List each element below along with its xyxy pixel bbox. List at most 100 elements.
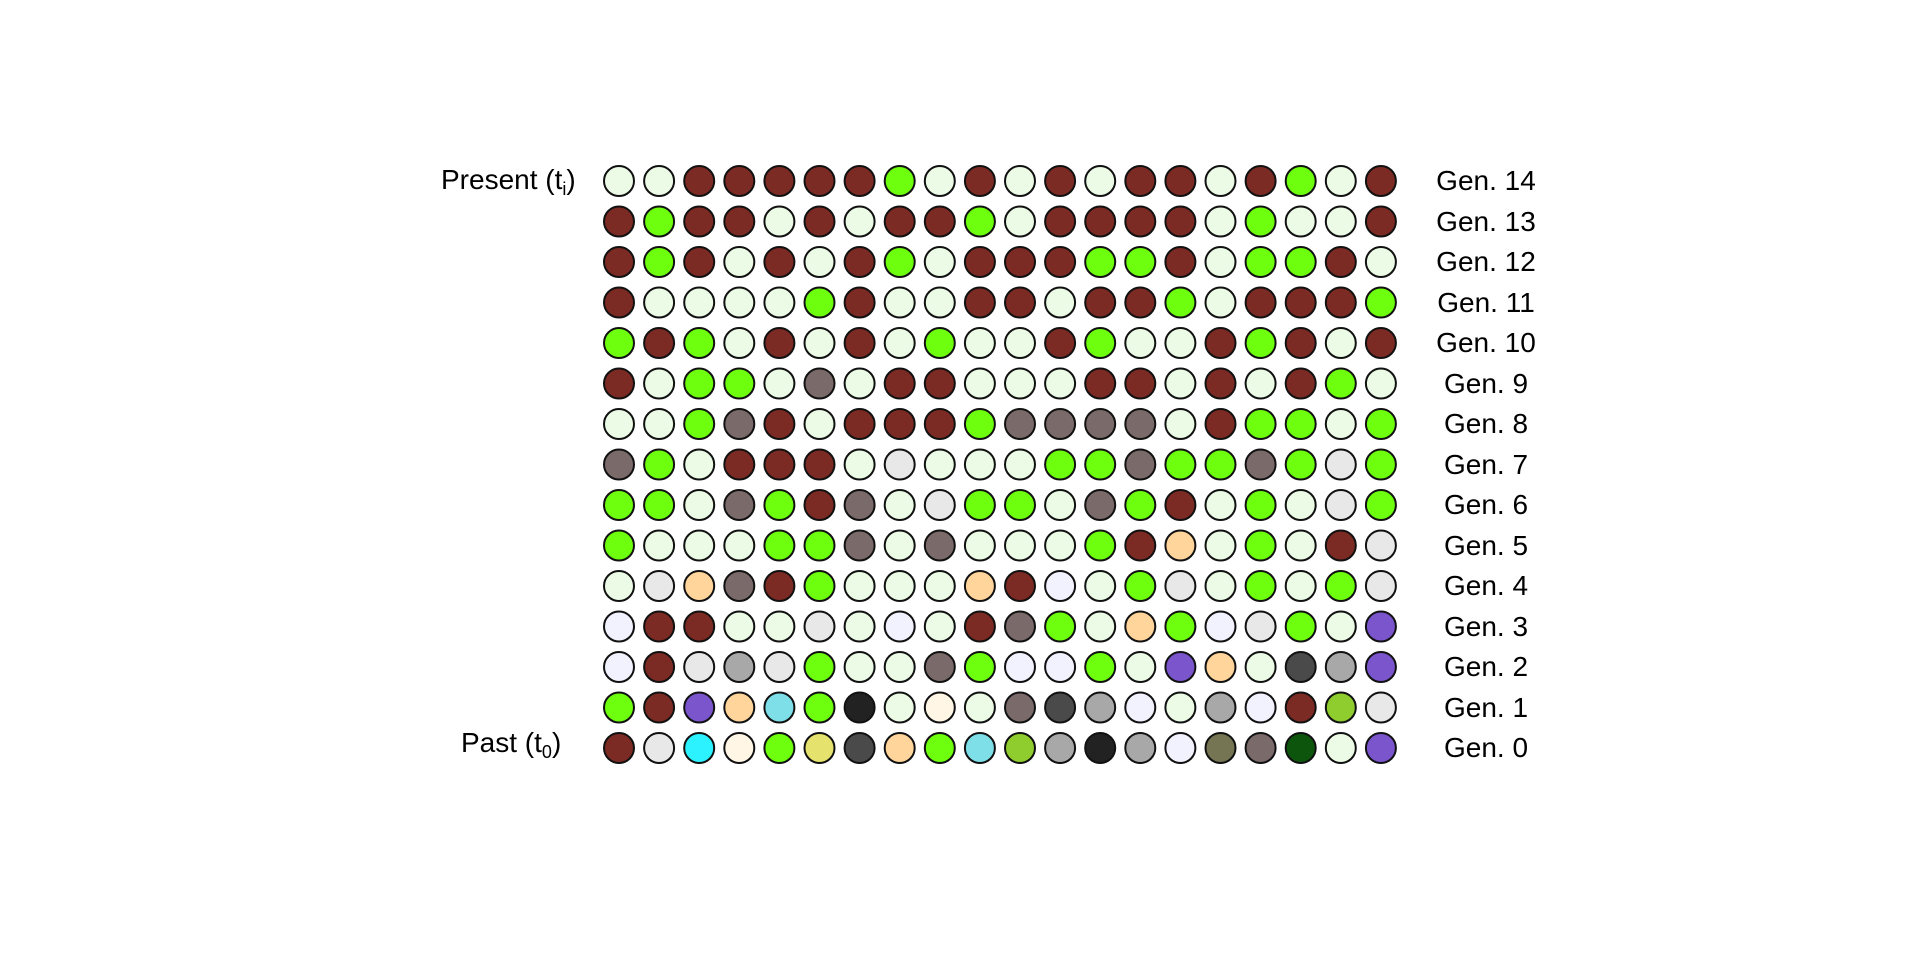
gen-12-cell-17	[1284, 651, 1317, 683]
gen-5-cell-14	[1164, 367, 1197, 400]
gen-0-cell-9	[963, 165, 996, 197]
gen-14-cell-11	[1044, 732, 1077, 764]
gen-5-cell-19	[1364, 367, 1397, 400]
generation-label: Gen. 0	[1443, 732, 1529, 763]
gen-9-cell-9	[963, 529, 996, 562]
gen-10-cell-16	[1244, 570, 1277, 602]
gen-5-cell-5	[803, 367, 836, 400]
gen-3-cell-9	[963, 286, 996, 319]
gen-0-cell-12	[1084, 165, 1117, 197]
gen-2-cell-8	[923, 246, 956, 278]
gen-2-cell-10	[1004, 246, 1036, 278]
gen-7-cell-6	[843, 448, 876, 481]
gen-4-cell-6	[843, 327, 876, 359]
gen-11-cell-2	[683, 610, 716, 643]
gen-11-cell-17	[1284, 610, 1317, 643]
gen-9-cell-6	[843, 529, 876, 562]
gen-9-cell-16	[1244, 529, 1277, 562]
generation-label: Gen. 1	[1443, 691, 1529, 723]
gen-8-cell-11	[1044, 489, 1077, 521]
gen-10-cell-9	[963, 570, 996, 602]
gen-8-cell-14	[1164, 489, 1197, 521]
gen-11-cell-10	[1004, 610, 1036, 643]
gen-7-cell-11	[1044, 448, 1077, 481]
gen-8-cell-1	[643, 489, 676, 521]
gen-7-cell-10	[1004, 448, 1036, 481]
gen-14-cell-16	[1244, 732, 1277, 764]
gen-13-cell-5	[803, 691, 836, 724]
gen-6-cell-0	[603, 408, 635, 440]
gen-6-cell-18	[1324, 408, 1357, 440]
gen-6-cell-17	[1284, 408, 1317, 440]
gen-3-cell-14	[1164, 286, 1197, 319]
gen-3-cell-11	[1044, 286, 1077, 319]
generation-label: Gen. 9	[1443, 367, 1529, 399]
gen-9-cell-17	[1284, 529, 1317, 562]
gen-9-cell-8	[923, 529, 956, 562]
gen-11-cell-5	[803, 610, 836, 643]
gen-2-cell-0	[603, 246, 635, 278]
gen-6-cell-4	[763, 408, 796, 440]
gen-1-cell-9	[963, 205, 996, 238]
gen-14-cell-4	[763, 732, 796, 764]
gen-0-cell-16	[1244, 165, 1277, 197]
gen-8-cell-3	[723, 489, 756, 521]
gen-1-cell-12	[1084, 205, 1117, 238]
gen-0-cell-4	[763, 165, 796, 197]
gen-2-cell-19	[1364, 246, 1397, 278]
gen-3-cell-2	[683, 286, 716, 319]
gen-5-cell-13	[1124, 367, 1157, 400]
gen-4-cell-3	[723, 327, 756, 359]
generation-label: Gen. 14	[1436, 165, 1536, 196]
gen-10-cell-14	[1164, 570, 1197, 602]
gen-0-cell-19	[1364, 165, 1397, 197]
gen-1-cell-11	[1044, 205, 1077, 238]
gen-4-cell-0	[603, 327, 635, 359]
gen-5-cell-1	[643, 367, 676, 400]
gen-10-cell-19	[1364, 570, 1397, 602]
gen-13-cell-1	[643, 691, 676, 724]
generation-label: Gen. 7	[1443, 448, 1529, 480]
gen-11-cell-18	[1324, 610, 1357, 643]
gen-11-cell-6	[843, 610, 876, 643]
gen-10-cell-1	[643, 570, 676, 602]
gen-1-cell-16	[1244, 205, 1277, 238]
gen-0-cell-2	[683, 165, 716, 197]
gen-0-cell-6	[843, 165, 876, 197]
gen-8-cell-0	[603, 489, 635, 521]
gen-11-cell-8	[923, 610, 956, 643]
gen-5-cell-9	[963, 367, 996, 400]
gen-10-cell-0	[603, 570, 635, 602]
gen-12-cell-2	[683, 651, 716, 683]
gen-9-cell-1	[643, 529, 676, 562]
gen-6-cell-9	[963, 408, 996, 440]
gen-14-cell-18	[1324, 732, 1357, 764]
gen-8-cell-13	[1124, 489, 1157, 521]
gen-5-cell-6	[843, 367, 876, 400]
gen-11-cell-9	[963, 610, 996, 643]
gen-12-cell-1	[643, 651, 676, 683]
gen-4-cell-7	[883, 327, 916, 359]
gen-7-cell-4	[763, 448, 796, 481]
gen-12-cell-14	[1164, 651, 1197, 683]
gen-13-cell-3	[723, 691, 756, 724]
gen-1-cell-18	[1324, 205, 1357, 238]
gen-4-cell-13	[1124, 327, 1157, 359]
gen-2-cell-16	[1244, 246, 1277, 278]
gen-1-cell-0	[603, 205, 635, 238]
gen-5-cell-7	[883, 367, 916, 400]
gen-10-cell-6	[843, 570, 876, 602]
gen-3-cell-3	[723, 286, 756, 319]
gen-2-cell-7	[883, 246, 916, 278]
gen-11-cell-1	[643, 610, 676, 643]
gen-12-cell-9	[963, 651, 996, 683]
gen-10-cell-13	[1124, 570, 1157, 602]
gen-1-cell-1	[643, 205, 676, 238]
gen-4-cell-15	[1204, 327, 1237, 359]
gen-9-cell-12	[1084, 529, 1117, 562]
gen-10-cell-4	[763, 570, 796, 602]
gen-2-cell-12	[1084, 246, 1117, 278]
gen-6-cell-13	[1124, 408, 1157, 440]
past-label-close: )	[551, 727, 562, 758]
